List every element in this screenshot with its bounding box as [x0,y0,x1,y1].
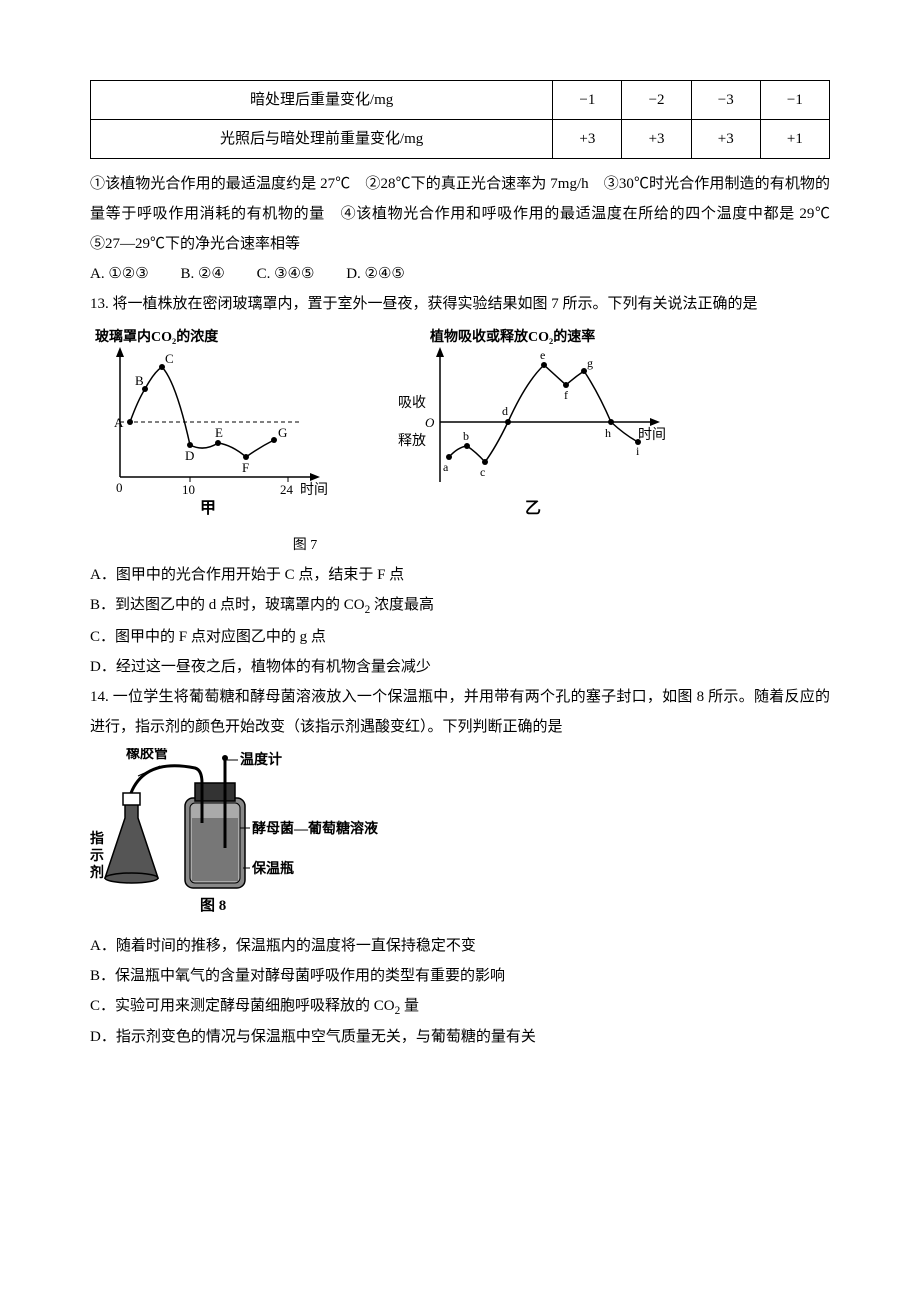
data-table: 暗处理后重量变化/mg −1 −2 −3 −1 光照后与暗处理前重量变化/mg … [90,80,830,159]
chart-yi-title: 植物吸收或释放CO₂的速率 [429,328,595,345]
svg-text:d: d [502,404,508,418]
q12-opt-b: B. ②④ [180,259,224,289]
svg-text:O: O [425,415,435,430]
apparatus-diagram: 橡胶管 温度计 酵母菌—葡萄糖溶液 保温瓶 指 示 剂 图 8 [90,748,390,918]
svg-text:F: F [242,460,249,475]
svg-text:时间: 时间 [638,427,666,443]
cell: −1 [553,81,622,120]
svg-text:酵母菌—葡萄糖溶液: 酵母菌—葡萄糖溶液 [252,820,379,837]
svg-text:A: A [114,415,124,430]
q14-opt-d: D．指示剂变色的情况与保温瓶中空气质量无关，与葡萄糖的量有关 [90,1022,830,1052]
figure-7-right: 植物吸收或释放CO₂的速率 时间 吸收 O 释放 a b c d e f g h [380,327,680,528]
svg-text:橡胶管: 橡胶管 [126,748,168,762]
cell: +1 [760,120,829,159]
q14-opt-a: A．随着时间的推移，保温瓶内的温度将一直保持稳定不变 [90,931,830,961]
cell: +3 [553,120,622,159]
svg-text:a: a [443,460,449,474]
chart-yi: 植物吸收或释放CO₂的速率 时间 吸收 O 释放 a b c d e f g h [380,327,680,517]
svg-text:E: E [215,425,223,440]
svg-text:b: b [463,429,469,443]
table-row: 光照后与暗处理前重量变化/mg +3 +3 +3 +1 [91,120,830,159]
svg-text:0: 0 [116,480,123,495]
svg-text:24: 24 [280,482,294,497]
svg-text:h: h [605,426,611,440]
svg-text:f: f [564,388,568,402]
figure-8: 橡胶管 温度计 酵母菌—葡萄糖溶液 保温瓶 指 示 剂 图 8 [90,748,830,929]
q14-stem: 14. 一位学生将葡萄糖和酵母菌溶液放入一个保温瓶中，并用带有两个孔的塞子封口，… [90,682,830,742]
figure-7-left: 玻璃罩内CO₂的浓度 0 10 24 时间 A B C [90,327,340,528]
svg-text:图 8: 图 8 [200,897,226,914]
svg-text:乙: 乙 [525,500,541,517]
cell: +3 [691,120,760,159]
row1-label: 暗处理后重量变化/mg [91,81,553,120]
cell: −2 [622,81,691,120]
q12-options: A. ①②③ B. ②④ C. ③④⑤ D. ②④⑤ [90,259,830,289]
figure-7-row: 玻璃罩内CO₂的浓度 0 10 24 时间 A B C [90,327,830,528]
svg-text:G: G [278,425,287,440]
svg-text:g: g [587,356,593,370]
svg-text:保温瓶: 保温瓶 [251,860,294,877]
svg-text:甲: 甲 [200,499,216,517]
table-row: 暗处理后重量变化/mg −1 −2 −3 −1 [91,81,830,120]
svg-text:i: i [636,444,640,458]
cell: +3 [622,120,691,159]
row2-label: 光照后与暗处理前重量变化/mg [91,120,553,159]
q13-opt-a: A．图甲中的光合作用开始于 C 点，结束于 F 点 [90,560,830,590]
q13-opt-c: C．图甲中的 F 点对应图乙中的 g 点 [90,622,830,652]
q13-opt-d: D．经过这一昼夜之后，植物体的有机物含量会减少 [90,652,830,682]
svg-text:温度计: 温度计 [240,751,282,768]
q14-opt-c: C．实验可用来测定酵母菌细胞呼吸释放的 CO2 量 [90,991,830,1023]
svg-text:e: e [540,348,545,362]
cell: −1 [760,81,829,120]
figure-7-caption: 图 7 [180,532,430,560]
q12-opt-a: A. ①②③ [90,259,149,289]
svg-text:示: 示 [90,848,104,864]
svg-text:10: 10 [182,482,195,497]
svg-text:C: C [165,351,174,366]
svg-text:D: D [185,448,194,463]
svg-text:指: 指 [90,830,104,847]
q13-opt-b: B．到达图乙中的 d 点时，玻璃罩内的 CO2 浓度最高 [90,590,830,622]
svg-text:吸收: 吸收 [398,395,426,411]
q14-opt-b: B．保温瓶中氧气的含量对酵母菌呼吸作用的类型有重要的影响 [90,961,830,991]
cell: −3 [691,81,760,120]
svg-text:c: c [480,465,485,479]
svg-text:B: B [135,373,144,388]
q12-opt-d: D. ②④⑤ [346,259,405,289]
svg-text:时间: 时间 [300,482,328,498]
chart-jia: 玻璃罩内CO₂的浓度 0 10 24 时间 A B C [90,327,340,517]
q13-stem: 13. 将一植株放在密闭玻璃罩内，置于室外一昼夜，获得实验结果如图 7 所示。下… [90,289,830,319]
q12-stems: ①该植物光合作用的最适温度约是 27℃ ②28℃下的真正光合速率为 7mg/h … [90,169,830,259]
chart-jia-title: 玻璃罩内CO₂的浓度 [95,328,219,345]
svg-text:释放: 释放 [398,433,426,449]
q12-opt-c: C. ③④⑤ [257,259,315,289]
svg-text:剂: 剂 [90,864,104,881]
